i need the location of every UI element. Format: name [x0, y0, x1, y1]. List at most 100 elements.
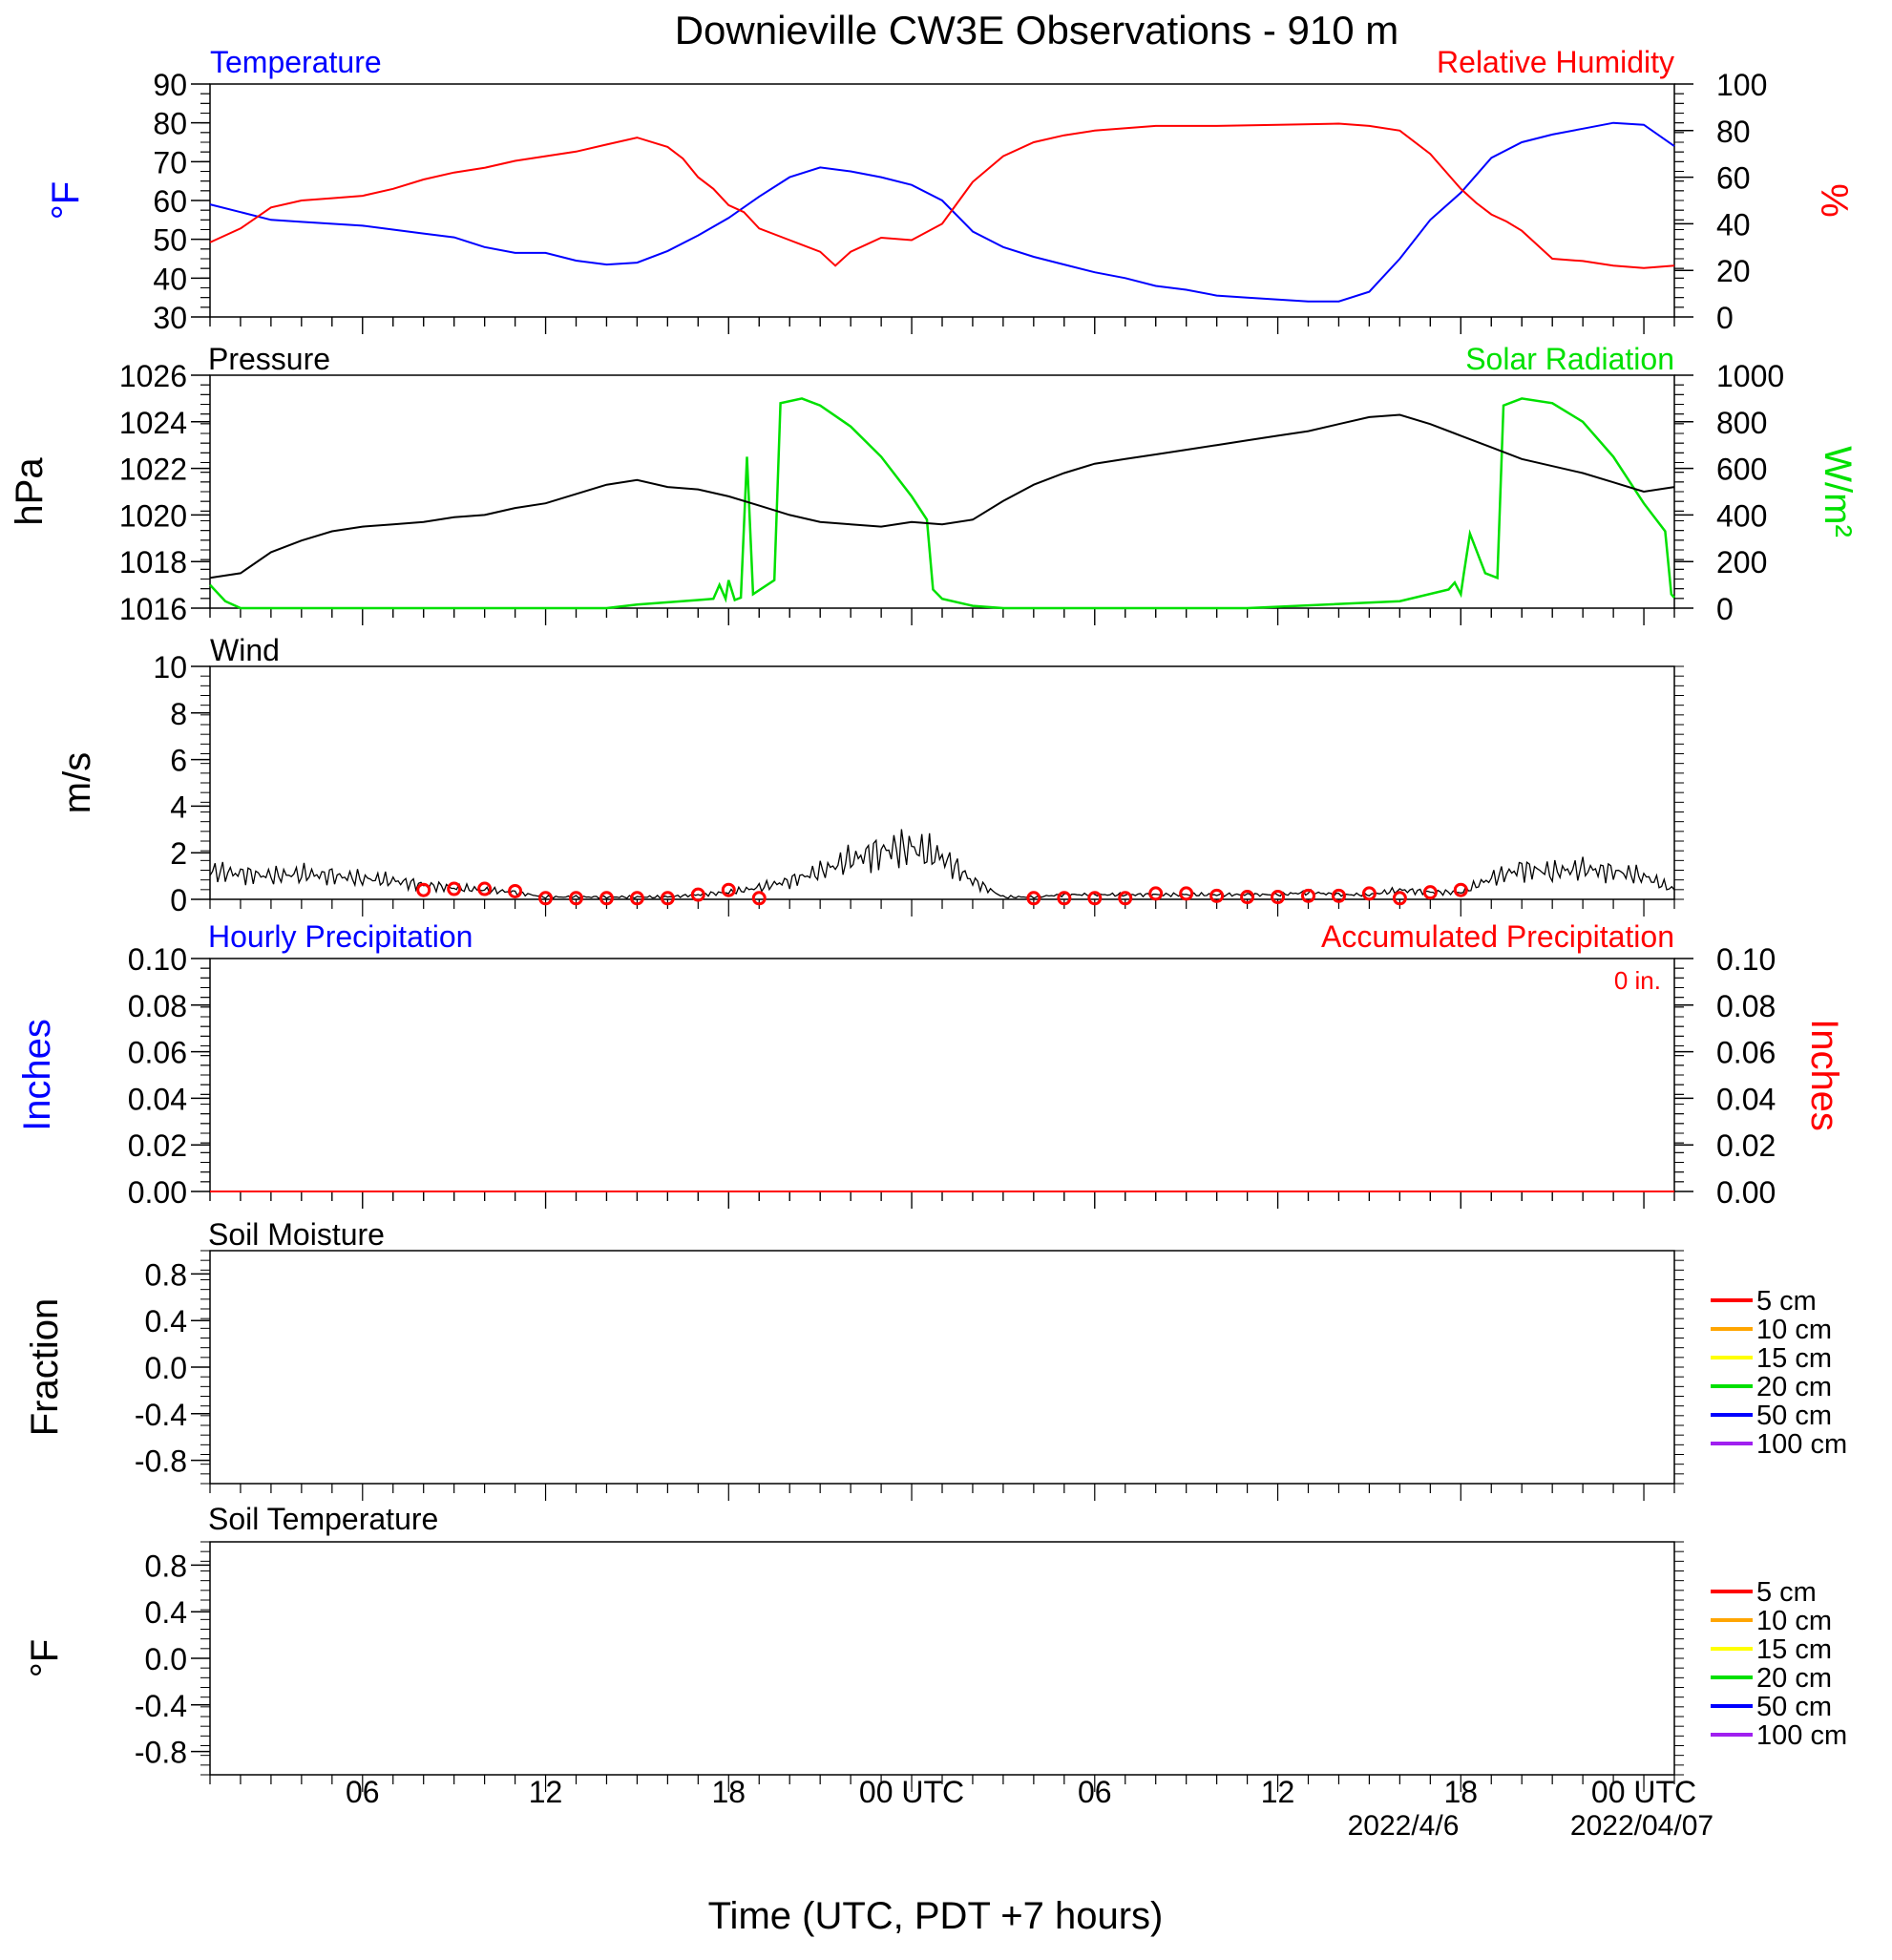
y-tick-label: 40 — [153, 262, 187, 296]
y-tick-label: -0.4 — [135, 1398, 187, 1432]
y-tick-label: 0.08 — [1716, 989, 1776, 1023]
y-tick-label: -0.8 — [135, 1444, 187, 1479]
y-tick-label: 0.02 — [128, 1128, 187, 1163]
wind-marker — [1331, 888, 1346, 903]
wind-marker — [1392, 891, 1407, 906]
plot-frame — [209, 1250, 1675, 1485]
date-label-1: 2022/4/6 — [1348, 1810, 1460, 1842]
x-tick-label: 00 UTC — [859, 1775, 964, 1809]
axis-ticks: 30 40 50 60 70 80 90 0 20 40 60 80 100 — [153, 68, 1767, 335]
x-tick-label: 12 — [1261, 1775, 1295, 1809]
wind-marker — [538, 891, 554, 906]
x-axis-label: Time (UTC, PDT +7 hours) — [708, 1895, 1164, 1937]
y-tick-label: 30 — [153, 301, 187, 335]
pressure-unit: hPa — [9, 457, 51, 526]
temperature-unit: °F — [45, 181, 87, 220]
temperature-title: Temperature — [210, 45, 382, 79]
y-tick-label: 2 — [170, 836, 187, 871]
axis-ticks: 1016 1018 1020 1022 1024 1026 0 200 400 600 800 100… — [119, 359, 1784, 626]
hourly-precip-title: Hourly Precipitation — [208, 919, 473, 954]
accum-precip-title: Accumulated Precipitation — [1321, 919, 1674, 954]
wind-marker — [477, 881, 493, 896]
wind-marker — [1301, 888, 1315, 903]
y-tick-label: 60 — [153, 184, 187, 219]
y-tick-label: 400 — [1716, 498, 1767, 533]
solar-title: Solar Radiation — [1465, 342, 1674, 376]
solar-line — [209, 397, 1675, 610]
legend-label: 10 cm — [1756, 1606, 1832, 1636]
y-tick-label: 1020 — [119, 498, 187, 533]
wind-marker — [569, 891, 583, 906]
x-tick-label: 12 — [529, 1775, 563, 1809]
y-tick-label: 0.0 — [145, 1351, 187, 1385]
legend-label: 20 cm — [1756, 1372, 1832, 1402]
y-tick-label: 4 — [170, 790, 187, 824]
accum-precip-unit: Inches — [1803, 1019, 1845, 1131]
soil-moisture-unit: Fraction — [24, 1298, 66, 1437]
hourly-precip-unit: Inches — [16, 1019, 58, 1131]
wind-marker — [1361, 886, 1377, 901]
plot-frame — [209, 374, 1675, 609]
panel-pressure-solar: Pressure Solar Radiation hPa W/m² 101610… — [9, 342, 1859, 626]
date-label-2: 2022/04/07 — [1570, 1810, 1713, 1842]
plot-frame — [209, 958, 1675, 1192]
wind-marker — [599, 891, 614, 906]
wind-hourly-markers — [416, 881, 1468, 906]
y-tick-label: 80 — [1716, 115, 1751, 149]
y-tick-label: 0.10 — [128, 942, 187, 977]
humidity-title: Relative Humidity — [1437, 45, 1674, 79]
panel-soil-moisture: Soil Moisture Fraction -0.8 -0.4 0.0 0.4 0.8… — [24, 1217, 1847, 1501]
x-tick-label: 18 — [711, 1775, 746, 1809]
humidity-unit: % — [1813, 183, 1855, 218]
y-tick-label: 0.00 — [1716, 1175, 1776, 1210]
pressure-line — [209, 413, 1675, 580]
axis-ticks: 0 2 4 6 8 10 — [153, 650, 1684, 917]
y-tick-label: 200 — [1716, 545, 1767, 580]
y-tick-label: 0.0 — [145, 1642, 187, 1676]
wind-marker — [1118, 891, 1133, 906]
legend-label: 5 cm — [1756, 1577, 1817, 1608]
x-tick-label: 00 UTC — [1591, 1775, 1696, 1809]
axis-ticks: -0.8 -0.4 0.0 0.4 0.8 — [135, 1250, 1684, 1501]
panel-temperature-humidity: Temperature Relative Humidity °F % 30 40 5… — [45, 45, 1855, 335]
y-tick-label: 1018 — [119, 545, 187, 580]
wind-unit: m/s — [56, 752, 98, 813]
y-tick-label: 1026 — [119, 359, 187, 393]
y-tick-label: 0.06 — [128, 1036, 187, 1070]
y-tick-label: 0 — [1716, 592, 1734, 626]
temperature-line — [209, 121, 1675, 303]
y-tick-label: 1000 — [1716, 359, 1784, 393]
y-tick-label: 40 — [1716, 207, 1751, 242]
y-tick-label: 0.06 — [1716, 1036, 1776, 1070]
legend-label: 20 cm — [1756, 1663, 1832, 1694]
legend-label: 15 cm — [1756, 1634, 1832, 1665]
wind-marker — [1179, 886, 1194, 901]
wind-marker — [751, 891, 767, 906]
panel-precipitation: Hourly Precipitation Accumulated Precipi… — [16, 919, 1845, 1210]
panel-wind: Wind m/s 0 2 4 6 8 10 — [56, 633, 1684, 917]
y-tick-label: 20 — [1716, 254, 1751, 288]
y-tick-label: 0.08 — [128, 989, 187, 1023]
wind-marker — [1271, 890, 1286, 905]
wind-marker — [660, 891, 675, 906]
wind-marker — [1148, 886, 1164, 901]
legend-label: 100 cm — [1756, 1429, 1847, 1460]
y-tick-label: 0.8 — [145, 1257, 187, 1292]
y-tick-label: 0.04 — [128, 1082, 187, 1116]
y-tick-label: 0.00 — [128, 1175, 187, 1210]
y-tick-label: 8 — [170, 697, 187, 731]
solar-unit: W/m² — [1817, 446, 1859, 537]
y-tick-label: 100 — [1716, 68, 1767, 102]
y-tick-label: 0.4 — [145, 1304, 187, 1338]
soil-moisture-title: Soil Moisture — [208, 1217, 385, 1252]
x-tick-label: 06 — [346, 1775, 380, 1809]
wind-marker — [1026, 891, 1041, 906]
y-tick-label: 600 — [1716, 453, 1767, 487]
plot-frame — [209, 1541, 1675, 1776]
legend-label: 5 cm — [1756, 1286, 1817, 1317]
time-axis: 2022/4/6 2022/04/07 Time (UTC, PDT +7 ho… — [346, 1775, 1713, 1937]
y-tick-label: 1022 — [119, 453, 187, 487]
humidity-line — [209, 122, 1675, 269]
